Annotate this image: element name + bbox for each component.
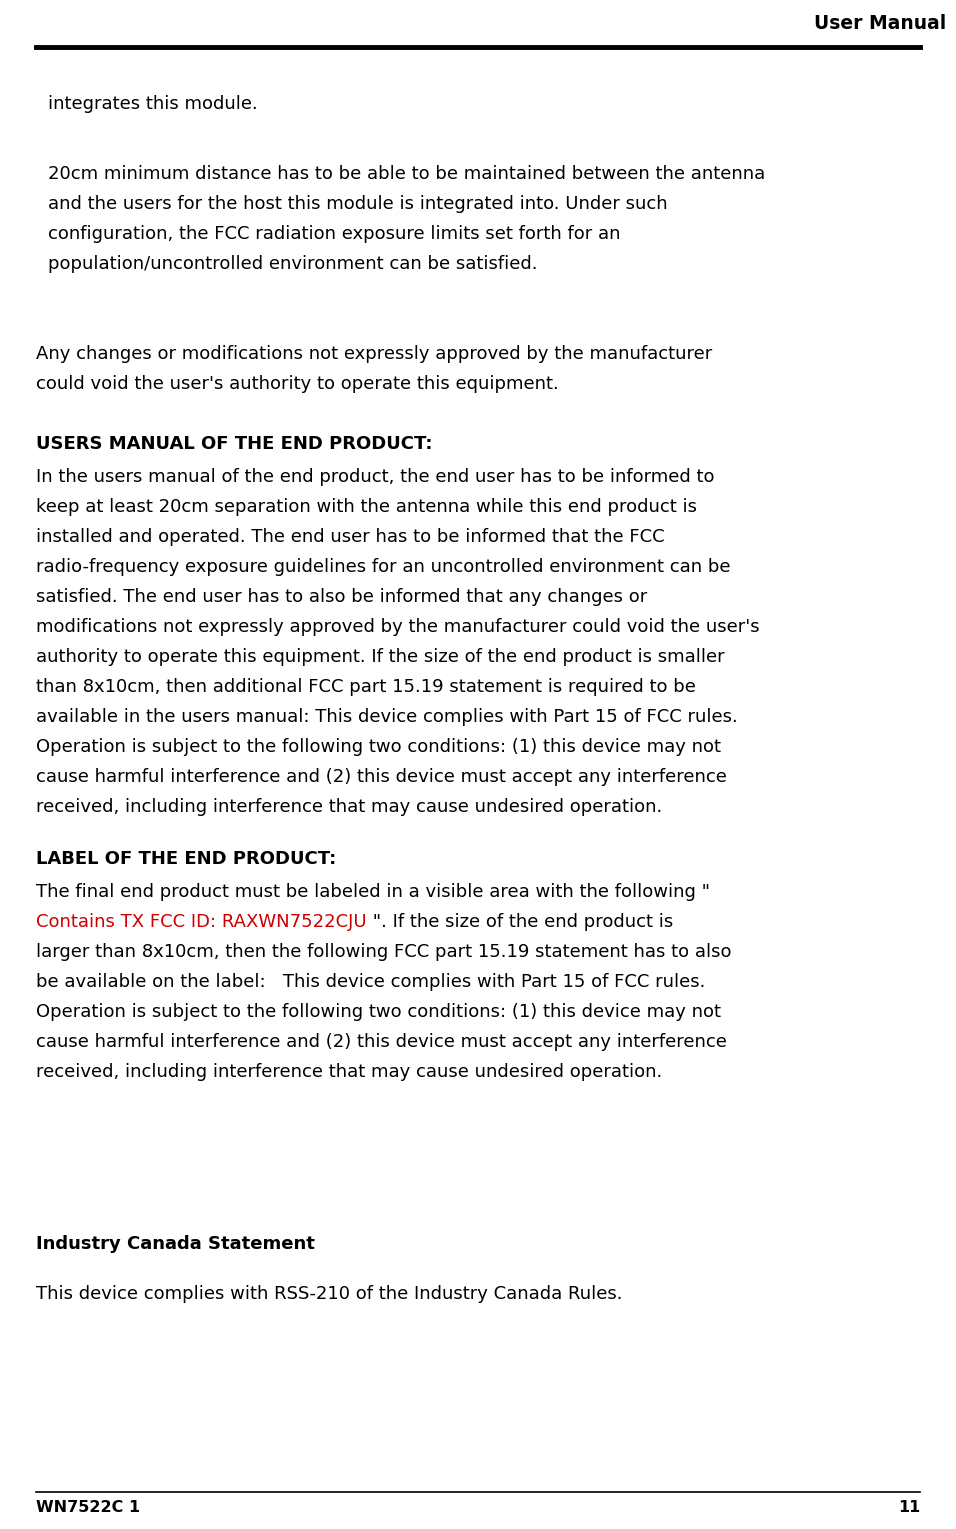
Text: received, including interference that may cause undesired operation.: received, including interference that ma… [36,798,663,816]
Text: This device complies with RSS-210 of the Industry Canada Rules.: This device complies with RSS-210 of the… [36,1284,622,1303]
Text: cause harmful interference and (2) this device must accept any interference: cause harmful interference and (2) this … [36,1034,727,1050]
Text: population/uncontrolled environment can be satisfied.: population/uncontrolled environment can … [48,255,537,274]
Text: The final end product must be labeled in a visible area with the following ": The final end product must be labeled in… [36,884,710,901]
Text: installed and operated. The end user has to be informed that the FCC: installed and operated. The end user has… [36,528,664,546]
Text: configuration, the FCC radiation exposure limits set forth for an: configuration, the FCC radiation exposur… [48,225,620,243]
Text: Any changes or modifications not expressly approved by the manufacturer: Any changes or modifications not express… [36,346,712,362]
Text: radio-frequency exposure guidelines for an uncontrolled environment can be: radio-frequency exposure guidelines for … [36,558,730,576]
Text: be available on the label:   This device complies with Part 15 of FCC rules.: be available on the label: This device c… [36,972,706,991]
Text: than 8x10cm, then additional FCC part 15.19 statement is required to be: than 8x10cm, then additional FCC part 15… [36,677,696,696]
Text: could void the user's authority to operate this equipment.: could void the user's authority to opera… [36,375,558,393]
Text: In the users manual of the end product, the end user has to be informed to: In the users manual of the end product, … [36,468,714,486]
Text: Contains TX FCC ID: RAXWN7522CJU: Contains TX FCC ID: RAXWN7522CJU [36,913,366,931]
Text: authority to operate this equipment. If the size of the end product is smaller: authority to operate this equipment. If … [36,648,725,667]
Text: 20cm minimum distance has to be able to be maintained between the antenna: 20cm minimum distance has to be able to … [48,165,765,183]
Text: satisfied. The end user has to also be informed that any changes or: satisfied. The end user has to also be i… [36,589,647,605]
Text: larger than 8x10cm, then the following FCC part 15.19 statement has to also: larger than 8x10cm, then the following F… [36,943,731,962]
Text: modifications not expressly approved by the manufacturer could void the user's: modifications not expressly approved by … [36,618,760,636]
Text: 11: 11 [898,1500,920,1515]
Text: Operation is subject to the following two conditions: (1) this device may not: Operation is subject to the following tw… [36,739,721,755]
Text: Industry Canada Statement: Industry Canada Statement [36,1235,315,1252]
Text: WN7522C 1: WN7522C 1 [36,1500,141,1515]
Text: USERS MANUAL OF THE END PRODUCT:: USERS MANUAL OF THE END PRODUCT: [36,434,432,453]
Text: User Manual: User Manual [814,14,946,34]
Text: keep at least 20cm separation with the antenna while this end product is: keep at least 20cm separation with the a… [36,498,697,515]
Text: Operation is subject to the following two conditions: (1) this device may not: Operation is subject to the following tw… [36,1003,721,1021]
Text: received, including interference that may cause undesired operation.: received, including interference that ma… [36,1063,663,1081]
Text: ". If the size of the end product is: ". If the size of the end product is [366,913,673,931]
Text: available in the users manual: This device complies with Part 15 of FCC rules.: available in the users manual: This devi… [36,708,738,726]
Text: cause harmful interference and (2) this device must accept any interference: cause harmful interference and (2) this … [36,768,727,786]
Text: LABEL OF THE END PRODUCT:: LABEL OF THE END PRODUCT: [36,850,337,868]
Text: and the users for the host this module is integrated into. Under such: and the users for the host this module i… [48,196,667,213]
Text: integrates this module.: integrates this module. [48,95,258,113]
